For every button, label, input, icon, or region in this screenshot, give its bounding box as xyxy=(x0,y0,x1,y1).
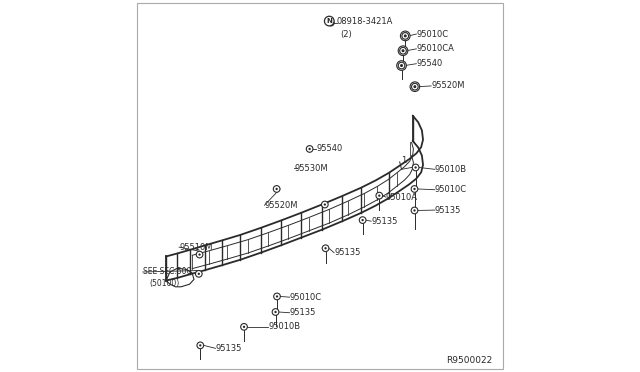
Circle shape xyxy=(401,31,410,41)
Circle shape xyxy=(400,47,406,54)
Text: 95010B: 95010B xyxy=(435,165,467,174)
Circle shape xyxy=(397,61,406,70)
Circle shape xyxy=(404,35,406,37)
Circle shape xyxy=(402,33,408,39)
Circle shape xyxy=(273,186,280,192)
Circle shape xyxy=(272,309,279,315)
Text: 95530M: 95530M xyxy=(294,164,328,173)
Circle shape xyxy=(274,293,280,300)
Circle shape xyxy=(414,86,415,87)
Circle shape xyxy=(330,22,332,24)
Circle shape xyxy=(308,148,311,150)
Text: 95540: 95540 xyxy=(417,59,443,68)
Text: 95010CA: 95010CA xyxy=(417,44,454,53)
Circle shape xyxy=(410,82,420,92)
Circle shape xyxy=(403,50,404,51)
Text: 95510M: 95510M xyxy=(179,243,212,251)
Circle shape xyxy=(401,64,403,67)
Circle shape xyxy=(413,209,415,212)
Circle shape xyxy=(275,311,276,313)
Circle shape xyxy=(413,86,416,88)
Text: 1: 1 xyxy=(401,155,407,164)
Circle shape xyxy=(362,219,364,221)
Text: 95520M: 95520M xyxy=(431,81,465,90)
Circle shape xyxy=(275,188,278,190)
Circle shape xyxy=(413,188,415,190)
Circle shape xyxy=(411,186,418,192)
Circle shape xyxy=(197,342,204,349)
Circle shape xyxy=(415,166,417,169)
Circle shape xyxy=(412,84,417,89)
Circle shape xyxy=(402,49,404,52)
Circle shape xyxy=(411,207,418,214)
Text: SEE SEC.500: SEE SEC.500 xyxy=(143,267,191,276)
Text: R9500022: R9500022 xyxy=(446,356,492,365)
Text: 95010B: 95010B xyxy=(268,322,300,331)
Circle shape xyxy=(324,247,327,250)
Text: (2): (2) xyxy=(340,29,352,39)
Circle shape xyxy=(398,46,408,55)
Circle shape xyxy=(376,192,383,199)
Text: (50100): (50100) xyxy=(150,279,180,288)
Text: 95540: 95540 xyxy=(316,144,342,153)
Circle shape xyxy=(241,324,248,330)
Text: 95520M: 95520M xyxy=(264,201,298,210)
Text: N: N xyxy=(326,18,332,24)
Circle shape xyxy=(403,33,408,38)
Circle shape xyxy=(378,195,380,197)
Circle shape xyxy=(321,201,328,208)
Text: 95010A: 95010A xyxy=(386,193,418,202)
Circle shape xyxy=(412,164,419,171)
Circle shape xyxy=(359,217,366,224)
Circle shape xyxy=(198,273,200,275)
Text: 08918-3421A: 08918-3421A xyxy=(337,17,393,26)
Circle shape xyxy=(399,63,404,68)
Circle shape xyxy=(307,145,313,152)
Text: 95010C: 95010C xyxy=(435,185,467,194)
Text: 95135: 95135 xyxy=(334,248,360,257)
Circle shape xyxy=(398,62,405,69)
Text: 95010C: 95010C xyxy=(417,29,449,39)
Text: 95135: 95135 xyxy=(435,206,461,215)
Circle shape xyxy=(322,245,329,251)
Circle shape xyxy=(324,16,334,26)
Circle shape xyxy=(328,20,334,26)
Circle shape xyxy=(276,295,278,298)
Circle shape xyxy=(196,251,203,258)
Circle shape xyxy=(401,48,406,53)
Circle shape xyxy=(324,203,326,206)
Circle shape xyxy=(404,35,406,37)
Text: 95010C: 95010C xyxy=(290,293,322,302)
Text: 95135: 95135 xyxy=(216,344,242,353)
Text: 95135: 95135 xyxy=(371,217,397,226)
Circle shape xyxy=(199,344,202,347)
Circle shape xyxy=(401,65,403,66)
Circle shape xyxy=(195,270,202,277)
Text: 95135: 95135 xyxy=(290,308,316,317)
Circle shape xyxy=(412,83,418,90)
Circle shape xyxy=(198,253,201,256)
Circle shape xyxy=(243,326,245,328)
